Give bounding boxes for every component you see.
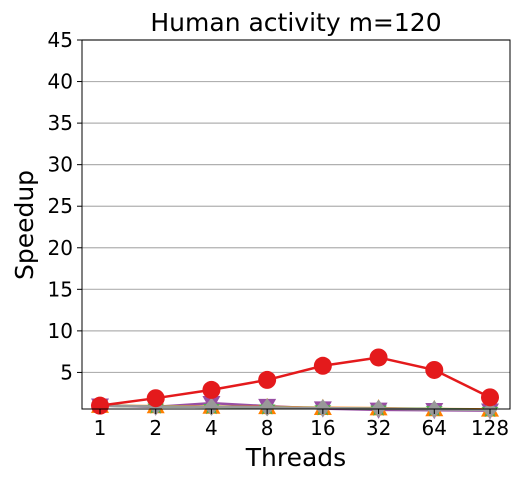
data-point bbox=[91, 396, 109, 415]
y-tick-label: 30 bbox=[48, 153, 73, 177]
x-tick-label: 8 bbox=[261, 416, 274, 440]
y-tick-label: 45 bbox=[48, 28, 73, 52]
series-layer bbox=[91, 348, 499, 420]
x-tick-label: 32 bbox=[366, 416, 391, 440]
y-tick-label: 10 bbox=[48, 319, 73, 343]
x-axis-label: Threads bbox=[245, 443, 346, 472]
data-point bbox=[313, 356, 332, 375]
y-tick-label: 5 bbox=[60, 360, 73, 384]
x-tick-label: 2 bbox=[149, 416, 162, 440]
data-point bbox=[146, 389, 165, 408]
data-point bbox=[315, 399, 331, 418]
series-5 bbox=[91, 348, 499, 415]
chart-title: Human activity m=120 bbox=[150, 8, 441, 37]
y-tick-label: 20 bbox=[48, 236, 73, 260]
x-tick-label: 64 bbox=[422, 416, 447, 440]
x-tick-label: 1 bbox=[94, 416, 107, 440]
x-tick-label: 128 bbox=[471, 416, 509, 440]
x-tick-label: 4 bbox=[205, 416, 218, 440]
x-tick-label: 16 bbox=[310, 416, 335, 440]
data-point bbox=[202, 380, 221, 399]
data-point bbox=[481, 388, 499, 407]
data-point bbox=[259, 398, 275, 417]
data-point bbox=[369, 348, 388, 367]
data-point bbox=[258, 370, 277, 389]
y-tick-label: 35 bbox=[48, 111, 73, 135]
x-axis: 1 2 4 8 16 32 64 128 bbox=[94, 409, 509, 440]
data-point bbox=[204, 397, 219, 416]
series-line bbox=[99, 356, 491, 407]
y-axis-label: Speedup bbox=[10, 170, 39, 280]
y-tick-label: 15 bbox=[48, 277, 73, 301]
y-tick-label: 40 bbox=[48, 70, 73, 94]
plot-frame bbox=[81, 39, 511, 410]
gridlines bbox=[82, 39, 510, 374]
y-tick-label: 25 bbox=[48, 194, 73, 218]
data-point bbox=[425, 360, 444, 379]
y-axis: 5 10 15 20 25 30 35 40 45 bbox=[48, 28, 82, 384]
